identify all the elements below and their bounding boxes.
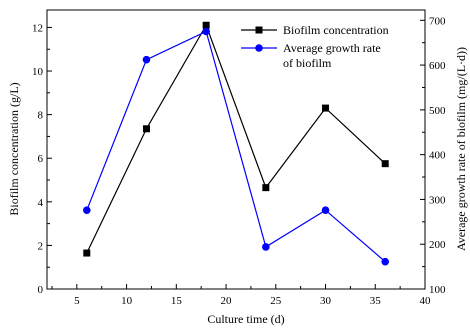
data-point — [82, 206, 91, 214]
series-line — [86, 30, 386, 263]
legend-entry: Biofilm concentration — [241, 23, 389, 37]
y-left-tick-label: 8 — [38, 110, 44, 122]
data-point — [202, 21, 210, 29]
data-point — [142, 55, 151, 64]
x-tick-label: 10 — [121, 295, 133, 307]
data-point — [83, 249, 91, 257]
y-left-tick-label: 2 — [38, 240, 44, 252]
data-point — [142, 125, 150, 133]
x-tick-label: 20 — [221, 295, 233, 307]
data-point — [381, 160, 389, 168]
data-point — [381, 257, 390, 266]
x-tick-label: 15 — [171, 295, 183, 307]
data-point — [321, 206, 330, 214]
legend-label: Biofilm concentration — [283, 23, 389, 37]
y-left-tick-label: 10 — [32, 66, 44, 78]
y-left-tick-label: 12 — [32, 22, 43, 34]
y-right-tick-label: 600 — [429, 60, 446, 72]
x-tick-label: 40 — [420, 295, 432, 307]
plot-frame — [46, 9, 426, 290]
y-right-tick-label: 500 — [429, 105, 446, 117]
data-point — [202, 27, 210, 36]
y-axis-right-title: Average growth rate of biofilm (mg/(L·d)… — [454, 47, 468, 251]
data-point — [322, 104, 330, 112]
x-tick-label: 5 — [74, 295, 80, 307]
data-point — [262, 184, 270, 192]
x-tick-label: 35 — [370, 295, 382, 307]
y-left-tick-label: 0 — [38, 284, 44, 296]
series-layer — [82, 21, 390, 266]
series-line — [86, 23, 386, 254]
legend-label: of biofilm — [283, 56, 332, 70]
y-left-tick-label: 4 — [38, 197, 44, 209]
axes — [46, 9, 426, 290]
x-tick-label: 25 — [270, 295, 282, 307]
y-left-tick-label: 6 — [38, 153, 44, 165]
legend: Biofilm concentration Average growth rate… — [241, 23, 389, 70]
x-axis-title: Culture time (d) — [207, 312, 284, 326]
series-biofilm-concentration — [83, 21, 389, 257]
series-average-growth-rate — [82, 27, 390, 266]
legend-marker — [255, 26, 263, 34]
y-right-tick-label: 200 — [429, 239, 446, 251]
y-right-tick-label: 700 — [429, 15, 446, 27]
x-tick-label: 30 — [320, 295, 332, 307]
y-axis-left-title: Biofilm concentration (g/L) — [7, 82, 21, 215]
legend-label: Average growth rate — [283, 41, 381, 55]
y-right-tick-label: 100 — [429, 284, 446, 296]
ticks: 5 10 15 20 25 30 35 400246810121002003004005006… — [32, 15, 446, 307]
y-right-tick-label: 300 — [429, 194, 446, 206]
y-right-tick-label: 400 — [429, 150, 446, 162]
legend-marker — [255, 44, 263, 52]
data-point — [262, 243, 270, 251]
